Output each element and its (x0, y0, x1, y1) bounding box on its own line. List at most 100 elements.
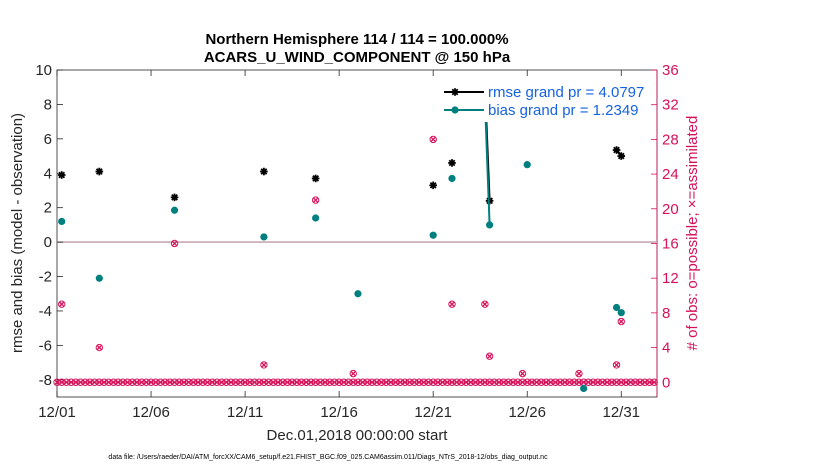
obs-count-zero-point-ring (391, 378, 400, 386)
obs-count-zero-point-ring (481, 378, 489, 386)
obs-count-point-ring (58, 300, 66, 308)
obs-count-zero-point-ring (528, 378, 536, 386)
obs-count-point (612, 361, 621, 369)
obs-count-point (481, 300, 489, 308)
legend-box (440, 78, 650, 122)
obs-count-zero-point-ring (471, 378, 480, 386)
obs-count-zero-point-ring (58, 378, 66, 386)
obs-count-zero-point-ring (264, 378, 273, 386)
obs-count-point (58, 300, 66, 308)
rmse-point (617, 152, 626, 160)
obs-count-zero-point-ring (123, 378, 132, 386)
obs-count-zero-point-ring (457, 378, 466, 386)
obs-count-zero-point-ring (208, 378, 216, 386)
obs-count-point-ring (95, 343, 104, 352)
y-right-tick-label: 28 (662, 131, 679, 148)
obs-count-zero-point-ring (269, 378, 278, 386)
x-tick-label: 12/11 (227, 404, 263, 421)
obs-count-zero-point-ring (598, 378, 607, 386)
obs-count-zero-point-ring (72, 378, 80, 386)
obs-count-zero-point-ring (142, 378, 151, 386)
legend: rmse grand pr = 4.0797 bias grand pr = 1… (440, 78, 650, 122)
obs-count-zero-point-ring (231, 378, 240, 386)
obs-count-zero-point-ring (485, 378, 494, 386)
y-left-tick-label: -2 (39, 269, 52, 286)
obs-count-zero-point-ring (462, 378, 470, 386)
obs-count-zero-point-ring (133, 378, 141, 386)
obs-count-zero-point-ring (307, 378, 315, 386)
rmse-point-core (59, 172, 64, 178)
obs-count-zero-point-ring (76, 378, 85, 386)
obs-count-zero-point-ring (358, 378, 367, 386)
obs-count-zero-point-ring (180, 378, 188, 386)
obs-count-zero-point-ring (100, 378, 108, 386)
obs-count-zero-point-ring (443, 378, 451, 386)
bias-point (260, 233, 268, 241)
obs-count-zero-point-ring (377, 378, 386, 386)
y-right-tick-label: 4 (662, 340, 670, 357)
obs-count-zero-point-ring (452, 378, 461, 386)
rmse-point (260, 167, 268, 176)
obs-count-zero-point-ring (274, 378, 282, 386)
obs-count-point-ring (518, 369, 527, 378)
obs-count-zero-point-ring (363, 378, 372, 386)
y-left-tick-label: -8 (39, 372, 52, 389)
bias-point (486, 221, 494, 229)
x-axis-label: Dec.01,2018 00:00:00 start (267, 427, 449, 444)
obs-count-zero-point-ring (156, 378, 165, 386)
obs-count-zero-point-ring (344, 378, 353, 386)
bias-point (617, 309, 625, 317)
obs-count-zero-point-ring (236, 378, 245, 386)
obs-count-zero-point-ring (302, 378, 310, 386)
obs-count-zero-point-ring (551, 378, 560, 386)
obs-count-zero-point-ring (114, 378, 122, 386)
rmse-point-core (172, 195, 177, 200)
y-left-tick-label: 0 (44, 234, 52, 251)
y-right-tick-label: 32 (662, 97, 679, 114)
obs-count-zero-point-ring (161, 378, 169, 386)
obs-count-zero-point-ring (594, 378, 602, 386)
rmse-point (57, 171, 66, 179)
x-tick-label: 12/16 (320, 404, 358, 421)
x-tick-label: 12/21 (414, 404, 452, 421)
y-axis-label-right: # of obs: o=possible; ×=assimilated (684, 116, 701, 351)
y-left-tick-label: 8 (44, 96, 52, 113)
obs-count-zero-point-ring (246, 378, 254, 386)
obs-count-zero-point-ring (650, 378, 658, 386)
obs-count-zero-point-ring (570, 378, 578, 386)
obs-count-zero-point-ring (170, 378, 179, 386)
obs-count-point (518, 369, 527, 378)
obs-count-zero-point-ring (152, 378, 160, 386)
x-tick-label: 12/26 (508, 404, 546, 421)
obs-count-zero-point-ring (137, 378, 146, 386)
rmse-point-core (430, 183, 436, 188)
obs-count-zero-point (650, 378, 658, 386)
obs-count-zero-point-ring (589, 378, 597, 386)
obs-count-zero-point-ring (415, 378, 423, 386)
obs-count-zero-point-ring (326, 378, 334, 386)
legend-rmse-star (451, 88, 459, 96)
bias-point (523, 161, 531, 169)
bias-point (429, 231, 437, 239)
legend-rmse-star-core (452, 89, 458, 95)
obs-count-zero-point-ring (203, 378, 212, 386)
obs-count-zero-point-ring (448, 378, 456, 386)
obs-count-zero-point-ring (213, 378, 221, 386)
obs-count-zero-point-ring (250, 378, 259, 386)
rmse-point-core (97, 169, 102, 174)
obs-count-zero-point-ring (636, 378, 644, 386)
obs-count-point (617, 317, 625, 326)
obs-count-zero-point-ring (255, 378, 263, 386)
obs-count-point-ring (612, 361, 621, 369)
rmse-point (448, 159, 456, 167)
obs-count-zero-point-ring (410, 378, 419, 386)
obs-count-zero-point-ring (514, 378, 522, 386)
rmse-point-core (449, 160, 455, 166)
bias-point (580, 384, 588, 392)
obs-count-point-ring (311, 196, 320, 204)
rmse-point-core (614, 147, 619, 153)
obs-count-zero-point-ring (283, 378, 292, 386)
obs-count-zero-point-ring (556, 378, 564, 386)
obs-count-zero-point-ring (354, 378, 362, 386)
y-left-tick-label: 4 (44, 165, 52, 182)
